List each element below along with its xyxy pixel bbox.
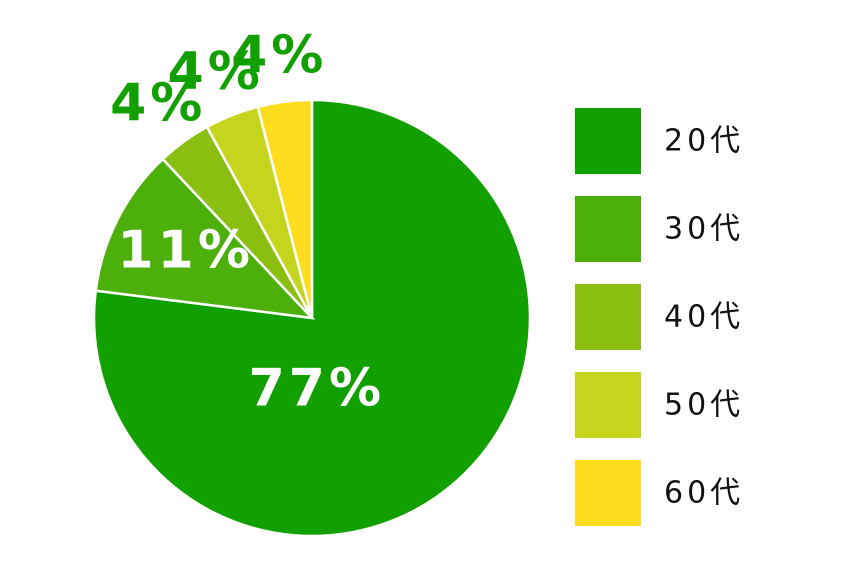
- data-label: 11%: [118, 221, 254, 281]
- legend-label: 50代: [664, 388, 744, 423]
- legend-label: 20代: [664, 124, 744, 159]
- legend-label: 40代: [664, 300, 744, 335]
- data-label: 4%: [231, 25, 327, 85]
- data-label: 4%: [110, 73, 206, 133]
- legend-swatch: [575, 372, 641, 438]
- pie-slice: [94, 157, 316, 320]
- legend-label: 30代: [664, 212, 744, 247]
- data-label: 4%: [168, 42, 264, 102]
- data-label: 77%: [249, 359, 385, 419]
- legend-label: 60代: [664, 476, 744, 511]
- legend-swatch: [575, 196, 641, 262]
- pie-slice: [256, 98, 314, 319]
- legend-swatch: [575, 284, 641, 350]
- legend-swatch: [575, 108, 641, 174]
- legend-swatch: [575, 460, 641, 526]
